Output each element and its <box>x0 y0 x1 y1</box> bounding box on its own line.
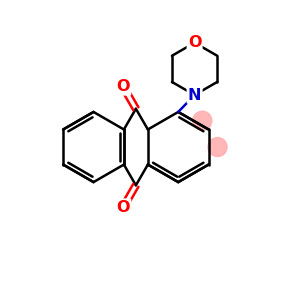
Text: N: N <box>188 88 201 103</box>
Circle shape <box>208 137 227 157</box>
Text: O: O <box>116 80 130 94</box>
Circle shape <box>193 111 212 130</box>
Text: O: O <box>116 200 130 215</box>
Text: O: O <box>188 35 201 50</box>
